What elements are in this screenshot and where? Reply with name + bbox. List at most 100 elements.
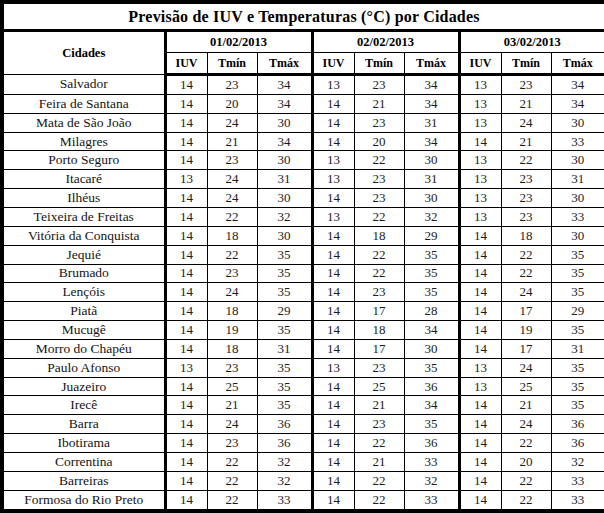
tmax-cell: 36 — [404, 377, 459, 396]
tmin-cell: 23 — [354, 170, 404, 189]
iuv-cell: 14 — [312, 339, 354, 358]
iuv-cell: 14 — [165, 471, 207, 490]
tmax-cell: 31 — [257, 339, 312, 358]
city-cell: Morro do Chapéu — [2, 339, 165, 358]
tmin-cell: 24 — [501, 358, 551, 377]
iuv-cell: 14 — [165, 226, 207, 245]
table-row: Juazeiro142535142536132535 — [2, 377, 604, 396]
table-row: Morro do Chapéu141831141730141731 — [2, 339, 604, 358]
tmax-cell: 35 — [404, 264, 459, 283]
iuv-cell: 14 — [459, 490, 501, 511]
tmin-cell: 22 — [354, 434, 404, 453]
tmax-cell: 33 — [551, 208, 604, 227]
tmin-cell: 24 — [501, 113, 551, 132]
iuv-cell: 14 — [165, 75, 207, 95]
tmax-cell: 34 — [551, 75, 604, 95]
tmax-cell: 35 — [257, 264, 312, 283]
iuv-cell: 13 — [312, 358, 354, 377]
tmin-cell: 23 — [501, 208, 551, 227]
tmax-cell: 33 — [404, 452, 459, 471]
tmax-cell: 34 — [257, 94, 312, 113]
tmax-cell: 35 — [257, 245, 312, 264]
tmin-cell: 18 — [207, 339, 257, 358]
iuv-cell: 14 — [165, 151, 207, 170]
iuv-header: IUV — [459, 53, 501, 75]
tmax-cell: 29 — [551, 302, 604, 321]
iuv-cell: 14 — [312, 132, 354, 151]
iuv-cell: 14 — [165, 434, 207, 453]
tmax-cell: 30 — [257, 113, 312, 132]
tmin-cell: 22 — [354, 245, 404, 264]
tmax-cell: 32 — [257, 452, 312, 471]
iuv-cell: 13 — [459, 75, 501, 95]
iuv-header: IUV — [165, 53, 207, 75]
tmax-cell: 33 — [551, 490, 604, 511]
table-row: Porto Seguro142330132230132230 — [2, 151, 604, 170]
tmin-cell: 23 — [207, 434, 257, 453]
tmax-cell: 35 — [257, 377, 312, 396]
tmax-cell: 32 — [257, 208, 312, 227]
table-row: Formosa do Rio Preto142233142233142233 — [2, 490, 604, 511]
iuv-cell: 14 — [312, 490, 354, 511]
tmin-header: Tmín — [207, 53, 257, 75]
tmax-cell: 28 — [404, 302, 459, 321]
tmin-cell: 24 — [207, 415, 257, 434]
city-cell: Ilhéus — [2, 189, 165, 208]
tmax-cell: 36 — [551, 415, 604, 434]
tmax-cell: 30 — [257, 189, 312, 208]
tmin-cell: 24 — [501, 283, 551, 302]
iuv-cell: 14 — [459, 415, 501, 434]
city-cell: Paulo Afonso — [2, 358, 165, 377]
tmin-cell: 23 — [354, 113, 404, 132]
table-row: Barreiras142232142232142233 — [2, 471, 604, 490]
iuv-cell: 14 — [312, 452, 354, 471]
tmax-cell: 31 — [257, 170, 312, 189]
tmin-cell: 19 — [501, 321, 551, 340]
iuv-cell: 14 — [312, 94, 354, 113]
tmax-cell: 34 — [551, 94, 604, 113]
tmax-cell: 31 — [551, 339, 604, 358]
tmax-header: Tmáx — [551, 53, 604, 75]
iuv-cell: 14 — [165, 113, 207, 132]
iuv-cell: 13 — [165, 358, 207, 377]
tmin-cell: 23 — [501, 75, 551, 95]
city-cell: Vitória da Conquista — [2, 226, 165, 245]
tmax-cell: 34 — [257, 75, 312, 95]
city-cell: Juazeiro — [2, 377, 165, 396]
iuv-cell: 14 — [312, 264, 354, 283]
tmin-cell: 22 — [354, 471, 404, 490]
city-cell: Brumado — [2, 264, 165, 283]
tmax-cell: 32 — [257, 471, 312, 490]
tmax-cell: 35 — [404, 283, 459, 302]
tmax-cell: 30 — [257, 151, 312, 170]
iuv-cell: 14 — [459, 245, 501, 264]
tmin-cell: 22 — [354, 490, 404, 511]
tmin-cell: 25 — [501, 377, 551, 396]
tmax-cell: 35 — [551, 245, 604, 264]
tmin-cell: 22 — [501, 245, 551, 264]
iuv-cell: 14 — [459, 283, 501, 302]
tmax-cell: 33 — [404, 490, 459, 511]
tmin-cell: 22 — [207, 208, 257, 227]
tmin-cell: 24 — [207, 113, 257, 132]
cities-column-header: Cidades — [2, 31, 165, 75]
iuv-cell: 14 — [312, 396, 354, 415]
tmin-cell: 17 — [501, 302, 551, 321]
tmin-cell: 24 — [207, 189, 257, 208]
tmin-cell: 21 — [354, 396, 404, 415]
tmax-cell: 35 — [551, 283, 604, 302]
iuv-cell: 14 — [165, 452, 207, 471]
tmax-cell: 35 — [257, 358, 312, 377]
tmin-header: Tmín — [354, 53, 404, 75]
tmax-cell: 35 — [551, 358, 604, 377]
tmin-cell: 21 — [501, 396, 551, 415]
tmin-cell: 18 — [207, 302, 257, 321]
tmax-cell: 33 — [551, 471, 604, 490]
tmin-cell: 22 — [207, 471, 257, 490]
iuv-cell: 14 — [312, 377, 354, 396]
tmin-cell: 21 — [207, 132, 257, 151]
iuv-cell: 14 — [459, 264, 501, 283]
tmin-cell: 21 — [354, 452, 404, 471]
city-cell: Barreiras — [2, 471, 165, 490]
tmin-cell: 23 — [354, 415, 404, 434]
